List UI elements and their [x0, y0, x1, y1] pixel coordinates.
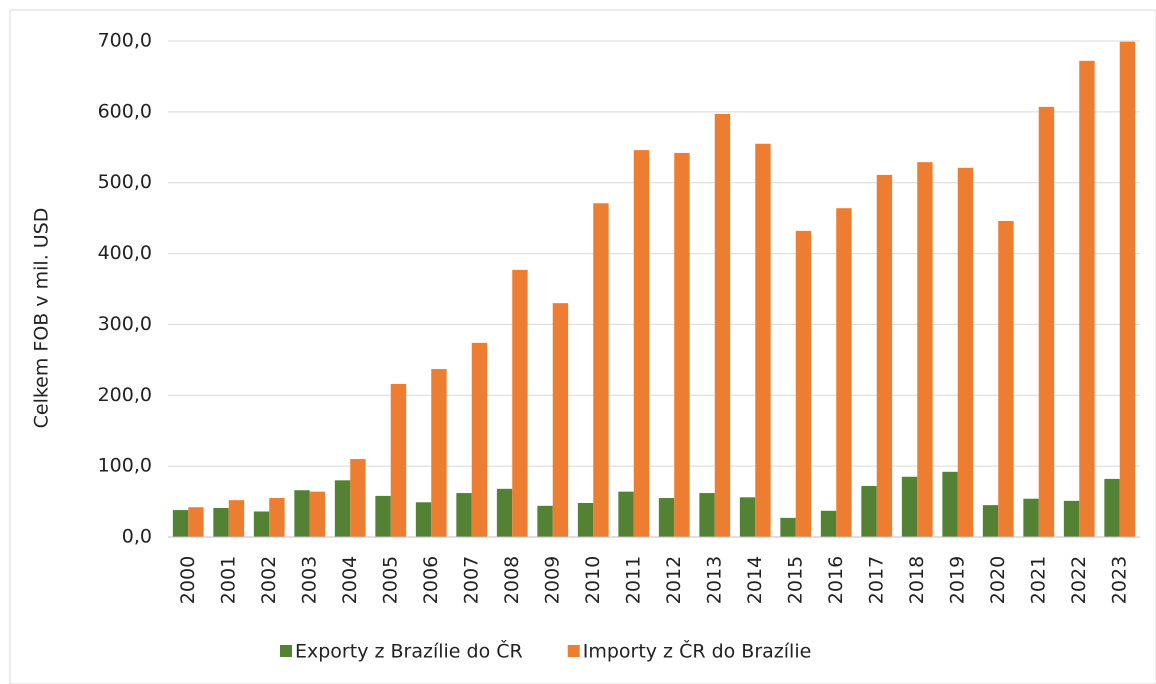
bar: [998, 220, 1014, 537]
y-tick-label: 300,0: [98, 313, 152, 335]
bar: [861, 485, 877, 537]
bar: [415, 502, 432, 537]
bar: [739, 497, 756, 537]
x-tick-label: 2021: [1027, 556, 1049, 604]
x-tick-label: 2016: [825, 556, 847, 604]
x-tick-label: 2010: [582, 556, 604, 604]
bar: [1104, 478, 1120, 537]
bar: [957, 167, 974, 537]
x-tick-label: 2018: [906, 556, 928, 604]
x-tick-label: 2017: [865, 556, 887, 604]
bar: [1038, 106, 1055, 537]
bar: [1023, 498, 1039, 537]
x-tick-label: 2002: [258, 556, 280, 604]
x-tick-label: 2001: [217, 556, 239, 604]
bar: [674, 152, 690, 537]
bar: [901, 476, 918, 537]
bar: [294, 490, 310, 537]
bar: [699, 493, 715, 537]
x-tick-label: 2005: [379, 556, 401, 604]
x-tick-label: 2000: [177, 556, 199, 604]
bar: [633, 150, 650, 537]
bar: [577, 502, 594, 537]
bar: [537, 505, 553, 537]
bar: [795, 230, 812, 537]
bar: [390, 383, 407, 537]
y-tick-label: 600,0: [98, 100, 152, 122]
bar: [350, 459, 366, 537]
bar: [876, 174, 893, 538]
bar: [431, 369, 447, 537]
bar: [714, 113, 731, 538]
x-tick-label: 2019: [946, 556, 968, 604]
x-tick-label: 2015: [784, 556, 806, 604]
bar: [780, 517, 796, 537]
x-tick-label: 2011: [622, 556, 644, 604]
legend-label: Importy z ČR do Brazílie: [583, 639, 812, 663]
bar: [658, 498, 675, 537]
y-tick-label: 200,0: [98, 384, 152, 406]
bar: [253, 511, 270, 537]
bar: [593, 203, 609, 537]
bar: [172, 510, 189, 537]
x-tick-label: 2012: [663, 556, 685, 604]
bar: [755, 143, 771, 537]
chart-frame: [9, 9, 1156, 684]
y-axis-label: Celkem FOB v mil. USD: [31, 208, 53, 429]
legend-label: Exporty z Brazílie do ČR: [295, 639, 523, 663]
x-tick-label: 2020: [987, 556, 1009, 604]
bar: [836, 208, 852, 538]
legend-swatch: [280, 645, 292, 657]
y-tick-label: 100,0: [98, 455, 152, 477]
y-tick-label: 400,0: [98, 242, 152, 264]
bar: [1119, 41, 1136, 538]
x-tick-label: 2008: [501, 556, 523, 604]
x-tick-label: 2022: [1068, 556, 1090, 604]
bar: [618, 491, 634, 537]
bar: [820, 510, 837, 537]
bar: [334, 480, 351, 537]
x-tick-label: 2006: [420, 556, 442, 604]
bar: [1079, 60, 1095, 538]
x-tick-label: 2003: [298, 556, 320, 604]
x-tick-label: 2013: [703, 556, 725, 604]
y-tick-label: 700,0: [98, 30, 152, 52]
y-tick-label: 500,0: [98, 171, 152, 193]
x-tick-label: 2009: [541, 556, 563, 604]
x-tick-label: 2004: [339, 556, 361, 604]
bar: [309, 491, 326, 537]
bar: [942, 471, 958, 537]
bar: [496, 488, 513, 537]
bar: [982, 505, 999, 537]
bar: [552, 303, 569, 537]
bar: [1063, 500, 1080, 537]
bar: [269, 498, 285, 537]
bar: [188, 507, 204, 537]
bar: [917, 162, 933, 537]
x-tick-label: 2014: [744, 556, 766, 604]
x-tick-label: 2007: [460, 556, 482, 604]
legend-swatch: [567, 645, 580, 657]
bar: [471, 342, 488, 537]
bar: [456, 493, 472, 537]
bar: [512, 269, 528, 537]
y-tick-label: 0,0: [122, 526, 152, 548]
bar: [213, 507, 229, 537]
bar: [228, 500, 245, 537]
bar: [375, 495, 391, 537]
x-tick-label: 2023: [1108, 556, 1130, 604]
